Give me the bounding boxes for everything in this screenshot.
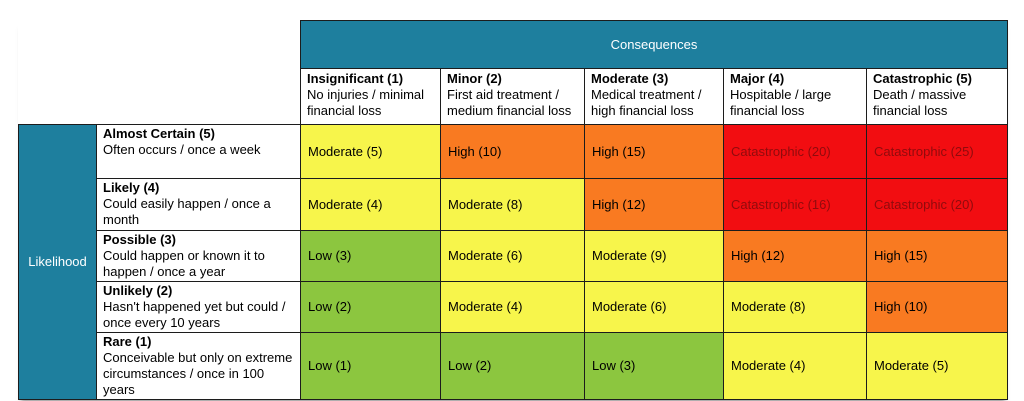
column-title: Moderate (3) [591,71,669,86]
corner-spacer [18,68,301,125]
likelihood-header: Likelihood [18,124,97,400]
column-title: Major (4) [730,71,785,86]
risk-cell: High (10) [866,281,1008,333]
risk-cell: High (15) [584,124,724,179]
risk-cell: Catastrophic (20) [866,178,1008,231]
corner-spacer [18,20,301,69]
table-row: Unlikely (2) Hasn't happened yet but cou… [19,281,1008,333]
row-desc: Conceivable but only on extreme circumst… [103,350,293,397]
column-title: Insignificant (1) [307,71,404,86]
risk-cell: Moderate (6) [440,230,585,282]
column-header-insignificant: Insignificant (1) No injuries / minimal … [300,68,441,125]
risk-cell: Moderate (5) [300,124,441,179]
risk-cell: Catastrophic (20) [723,124,867,179]
table-row: Likely (4) Could easily happen / once a … [19,178,1008,231]
row-title: Likely (4) [103,180,160,195]
row-desc: Could easily happen / once a month [103,196,271,227]
table-row: Rare (1) Conceivable but only on extreme… [19,332,1008,400]
column-header-row: Insignificant (1) No injuries / minimal … [18,68,1008,125]
column-title: Minor (2) [447,71,502,86]
risk-cell: Moderate (4) [723,332,867,400]
column-desc: Hospitable / large financial loss [730,87,832,118]
risk-cell: Catastrophic (25) [866,124,1008,179]
row-desc: Hasn't happened yet but could / once eve… [103,299,286,330]
row-desc: Often occurs / once a week [103,142,261,157]
row-header-likely: Likely (4) Could easily happen / once a … [96,178,301,231]
column-header-major: Major (4) Hospitable / large financial l… [723,68,867,125]
risk-cell: High (12) [584,178,724,231]
column-desc: No injuries / minimal financial loss [307,87,425,118]
risk-cell: Moderate (4) [440,281,585,333]
table-row: Possible (3) Could happen or known it to… [19,230,1008,282]
risk-cell: Moderate (5) [866,332,1008,400]
column-desc: Death / massive financial loss [873,87,967,118]
column-header-catastrophic: Catastrophic (5) Death / massive financi… [866,68,1008,125]
column-header-minor: Minor (2) First aid treatment / medium f… [440,68,585,125]
risk-cell: High (10) [440,124,585,179]
risk-cell: Moderate (8) [440,178,585,231]
risk-cell: Moderate (9) [584,230,724,282]
risk-cell: Low (2) [300,281,441,333]
row-header-almost-certain: Almost Certain (5) Often occurs / once a… [96,124,301,179]
column-title: Catastrophic (5) [873,71,972,86]
risk-cell: Low (3) [584,332,724,400]
table-row: Likelihood Almost Certain (5) Often occu… [18,124,1008,400]
row-header-rare: Rare (1) Conceivable but only on extreme… [96,332,301,400]
column-desc: First aid treatment / medium financial l… [447,87,572,118]
row-title: Almost Certain (5) [103,126,215,141]
risk-cell: Moderate (8) [723,281,867,333]
row-title: Rare (1) [103,334,152,349]
row-title: Unlikely (2) [103,283,173,298]
risk-cell: Moderate (6) [584,281,724,333]
risk-cell: Low (3) [300,230,441,282]
consequences-banner-row: Consequences [18,20,1008,69]
risk-cell: Low (1) [300,332,441,400]
column-desc: Medical treatment / high financial loss [591,87,702,118]
row-header-unlikely: Unlikely (2) Hasn't happened yet but cou… [96,281,301,333]
risk-cell: High (15) [866,230,1008,282]
column-header-moderate: Moderate (3) Medical treatment / high fi… [584,68,724,125]
row-header-possible: Possible (3) Could happen or known it to… [96,230,301,282]
risk-cell: Low (2) [440,332,585,400]
risk-cell: Catastrophic (16) [723,178,867,231]
row-title: Possible (3) [103,232,176,247]
consequences-header: Consequences [300,20,1008,69]
risk-cell: Moderate (4) [300,178,441,231]
risk-cell: High (12) [723,230,867,282]
row-desc: Could happen or known it to happen / onc… [103,248,265,279]
risk-matrix-table: Consequences Insignificant (1) No injuri… [18,20,1008,400]
